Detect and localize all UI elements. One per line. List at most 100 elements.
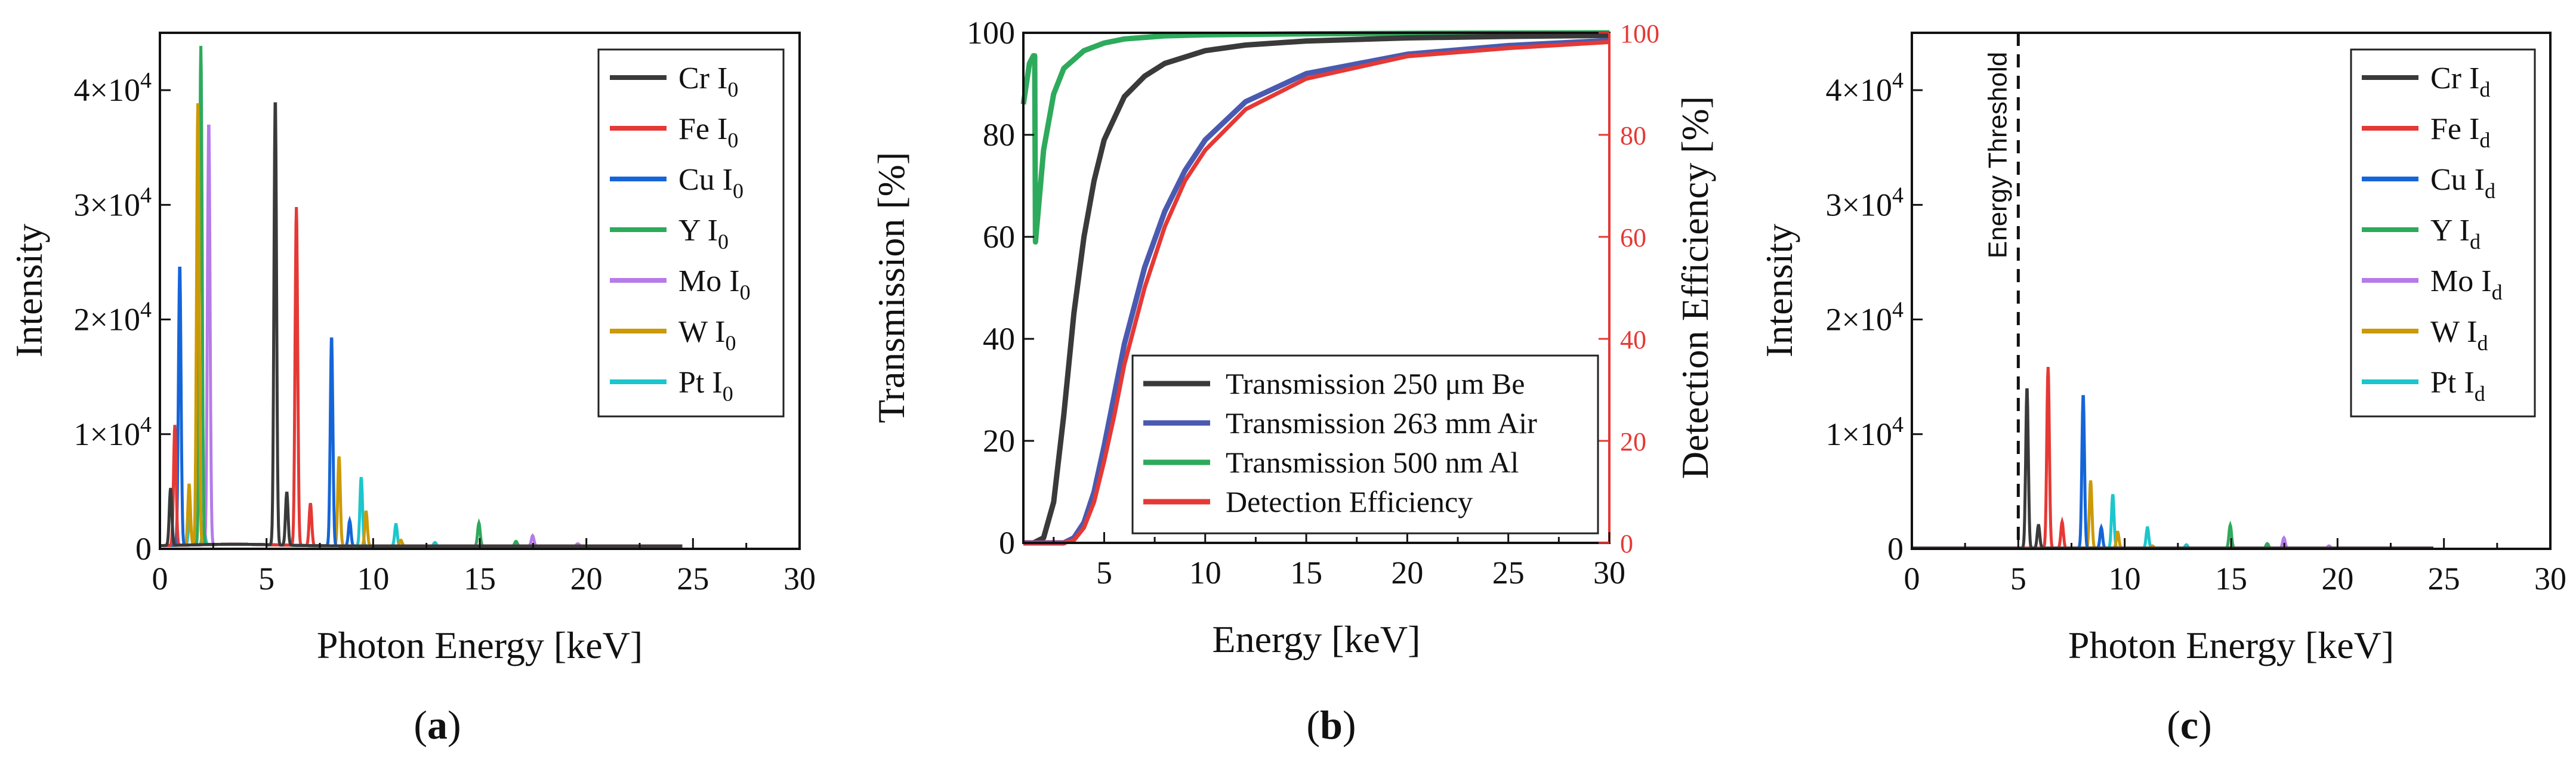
panel-a-series-group (160, 45, 683, 548)
panel-b-x-ticks: 5 10 15 20 25 30 (1053, 532, 1625, 591)
panel-c-caption-letter: c (2180, 702, 2198, 748)
panel-c-legend-label-pt: Pt Id (2430, 366, 2485, 406)
panel-b-y-tick-label: 100 (967, 15, 1015, 51)
panel-b-right-y-tick-label: 100 (1620, 19, 1659, 48)
panel-b-x-tick-label: 10 (1189, 555, 1221, 591)
panel-c-y-ticks: 0 1×104 2×104 3×104 4×104 (1826, 68, 1923, 567)
panel-c-caption: (c) (2167, 702, 2212, 748)
panel-c-y-axis-label: Intensity (1758, 224, 1800, 357)
panel-c-x-tick-label: 20 (2321, 561, 2353, 597)
panel-b-right-y-tick-label: 40 (1620, 325, 1646, 354)
panel-a-legend-box (597, 48, 785, 418)
panel-a-legend-label-pt: Pt I0 (678, 366, 733, 406)
panel-b-series-be (1023, 32, 1610, 546)
panel-c-caption-open: ( (2167, 702, 2180, 748)
panel-c-y-tick-label: 2×104 (1826, 298, 1904, 338)
panel-a-x-tick-label: 5 (258, 561, 274, 597)
panel-c-y-tick-label: 1×104 (1826, 412, 1904, 452)
panel-a-x-tick-label: 10 (357, 561, 389, 597)
panel-c-x-tick-label: 10 (2109, 561, 2141, 597)
panel-a-y-tick-label: 2×104 (74, 298, 152, 338)
panel-c-x-tick-label: 25 (2428, 561, 2460, 597)
panel-a-x-tick-label: 0 (152, 561, 168, 597)
panel-a-x-axis-label: Photon Energy [keV] (317, 624, 643, 666)
panel-a-x-tick-label: 15 (464, 561, 496, 597)
panel-c-y-tick-label: 3×104 (1826, 183, 1904, 223)
panel-b-legend-label-al: Transmission 500 nm Al (1226, 446, 1519, 479)
panel-c-legend-label-cr: Cr Id (2430, 61, 2490, 101)
panel-c-x-tick-label: 0 (1904, 561, 1920, 597)
panel-c-chart: Energy Threshold 0 5 10 15 20 25 30 0 1×104 2×10… (1758, 32, 2566, 748)
panel-b-x-tick-label: 30 (1593, 555, 1625, 591)
panel-c-x-tick-label: 15 (2215, 561, 2247, 597)
panel-c-legend-label-cu: Cu Id (2430, 163, 2495, 203)
panel-b-caption-close: ) (1343, 702, 1356, 748)
panel-b-right-y-tick-label: 80 (1620, 121, 1646, 150)
panel-a-y-tick-label: 4×104 (74, 68, 152, 108)
panel-c-x-axis-label: Photon Energy [keV] (2068, 624, 2394, 666)
panel-c-legend: Cr Id Fe Id Cu Id Y Id Mo Id W Id Pt Id (2350, 48, 2536, 418)
panel-a-legend-label-w: W I0 (678, 315, 736, 355)
panel-b-x-tick-label: 20 (1391, 555, 1423, 591)
panel-b-legend-label-eff: Detection Efficiency (1226, 485, 1473, 518)
panel-b-right-y-tick-label: 60 (1620, 223, 1646, 252)
panel-a-y-tick-label: 3×104 (74, 183, 152, 223)
panel-a-legend: Cr I0 Fe I0 Cu I0 Y I0 Mo I0 W I0 Pt I0 (597, 48, 785, 418)
panel-a-caption: (a) (414, 702, 461, 748)
panel-a-legend-label-y: Y I0 (678, 214, 729, 254)
panel-b-x-tick-label: 25 (1492, 555, 1525, 591)
panel-b-right-y-ticks: 0 20 40 60 80 100 (1599, 19, 1659, 558)
panel-c-series-pt (1912, 494, 2433, 550)
panel-b-legend-label-air: Transmission 263 mm Air (1226, 406, 1537, 440)
panel-a-x-tick-label: 25 (677, 561, 709, 597)
panel-b-x-tick-label: 5 (1096, 555, 1112, 591)
panel-b-x-tick-label: 15 (1290, 555, 1322, 591)
panel-a-chart: 0 5 10 15 20 25 30 0 1×104 2×104 3×104 4×104 Photo… (8, 32, 816, 748)
panel-b-y-tick-label: 80 (983, 117, 1015, 153)
panel-b-series-al (1020, 30, 1610, 245)
panel-a-y-tick-label: 1×104 (74, 412, 152, 452)
panel-b-right-y-tick-label: 0 (1620, 529, 1633, 558)
panel-a-series-pt (160, 477, 683, 548)
panel-a-x-ticks: 0 5 10 15 20 25 30 (152, 538, 816, 597)
panel-c-series-cu (1912, 395, 2433, 550)
panel-b-y-tick-label: 60 (983, 219, 1015, 255)
panel-c-series-w (1912, 480, 2433, 550)
panel-a-legend-label-cu: Cu I0 (678, 163, 744, 203)
panel-c-energy-threshold: Energy Threshold (1983, 33, 2020, 549)
panel-a-legend-label-cr: Cr I0 (678, 61, 738, 101)
panel-a-y-tick-label: 0 (135, 531, 152, 567)
panel-b-caption-letter: b (1320, 702, 1343, 748)
panel-c-series-y (1912, 520, 2433, 550)
panel-b-caption-open: ( (1306, 702, 1320, 748)
panel-a-legend-label-fe: Fe I0 (678, 112, 738, 152)
panel-c-x-tick-label: 5 (2010, 561, 2026, 597)
panel-c-legend-label-fe: Fe Id (2430, 112, 2490, 152)
panel-a-caption-letter: a (427, 702, 448, 748)
panel-b-x-axis-label: Energy [keV] (1213, 618, 1421, 660)
panel-c-threshold-label: Energy Threshold (1983, 52, 2012, 259)
panel-a-legend-label-mo: Mo I0 (678, 264, 751, 304)
panel-a-y-axis-label: Intensity (8, 224, 50, 357)
panel-c-legend-label-y: Y Id (2430, 214, 2481, 254)
panel-b-caption: (b) (1306, 702, 1356, 748)
panel-b-right-y-tick-label: 20 (1620, 427, 1646, 456)
panel-b-chart: 5 10 15 20 25 30 0 20 40 60 80 100 0 20 40 60 80 100 En… (870, 15, 1716, 748)
panel-c-y-tick-label: 0 (1887, 531, 1904, 567)
panel-c-x-ticks: 0 5 10 15 20 25 30 (1904, 538, 2566, 597)
panel-a-series-cr (160, 102, 683, 548)
panel-c-caption-close: ) (2198, 702, 2212, 748)
panel-a-caption-close: ) (448, 702, 461, 748)
panel-b-y-tick-label: 40 (983, 321, 1015, 357)
panel-c-legend-box (2350, 48, 2536, 418)
panel-b-y-axis-label: Transmission [%] (870, 152, 912, 424)
panel-a-x-tick-label: 20 (570, 561, 603, 597)
panel-b-y-ticks: 0 20 40 60 80 100 (967, 15, 1034, 561)
panel-a-x-tick-label: 30 (783, 561, 816, 597)
panel-a-legend-items: Cr I0 Fe I0 Cu I0 Y I0 Mo I0 W I0 Pt I0 (610, 61, 751, 406)
panel-c-legend-label-mo: Mo Id (2430, 264, 2503, 304)
panel-b-series-eff (1023, 39, 1610, 545)
panel-a-caption-open: ( (414, 702, 427, 748)
panel-c-legend-items: Cr Id Fe Id Cu Id Y Id Mo Id W Id Pt Id (2362, 61, 2503, 406)
